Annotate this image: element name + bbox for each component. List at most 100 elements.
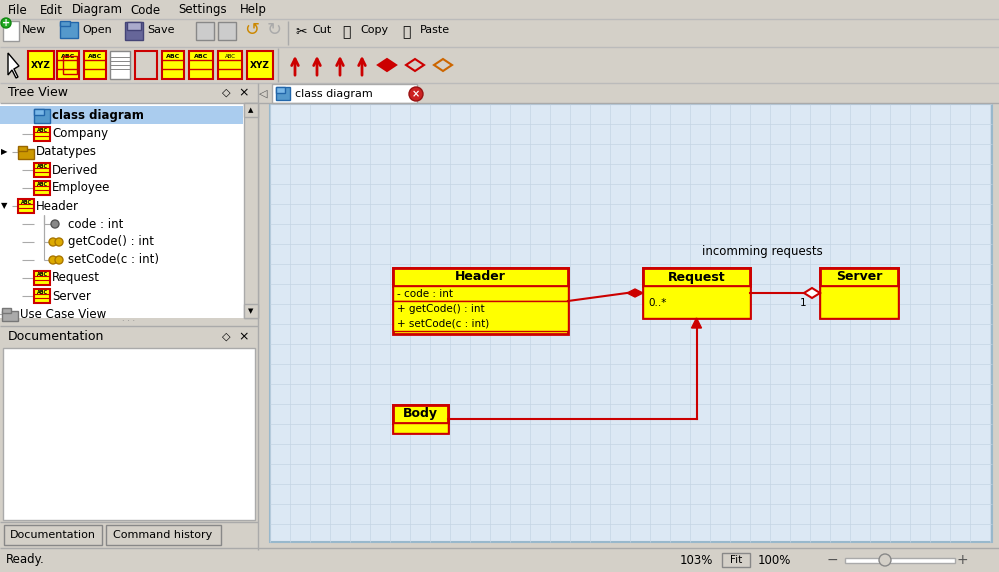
Bar — [244, 103, 258, 318]
Circle shape — [1, 18, 11, 28]
Text: Body: Body — [403, 407, 438, 420]
Text: Header: Header — [456, 271, 505, 284]
Text: Diagram: Diagram — [72, 3, 123, 17]
Bar — [643, 268, 750, 318]
Bar — [272, 84, 417, 103]
Text: Request: Request — [52, 272, 100, 284]
Text: incomming requests: incomming requests — [701, 245, 822, 259]
Bar — [196, 22, 214, 40]
Text: Code: Code — [130, 3, 160, 17]
Text: ABC: ABC — [194, 54, 208, 58]
Bar — [276, 87, 285, 93]
Bar — [820, 268, 898, 286]
Bar — [34, 289, 50, 303]
Text: ABC: ABC — [88, 54, 102, 58]
Bar — [722, 553, 750, 567]
Text: ⧉: ⧉ — [342, 25, 351, 39]
Bar — [0, 106, 243, 124]
Text: Derived: Derived — [52, 164, 99, 177]
Text: + getCode() : int: + getCode() : int — [397, 304, 485, 314]
Text: ▼: ▼ — [1, 201, 7, 210]
Bar — [393, 423, 448, 433]
Text: ◇: ◇ — [222, 88, 231, 98]
Bar — [60, 21, 70, 26]
Text: ↻: ↻ — [267, 21, 282, 39]
Text: ABC: ABC — [21, 200, 32, 205]
Bar — [340, 24, 356, 40]
Bar — [127, 22, 141, 30]
Bar — [57, 51, 79, 79]
Bar — [0, 83, 258, 550]
Bar — [0, 47, 999, 83]
Bar — [643, 286, 750, 318]
Bar — [293, 24, 309, 40]
Text: ✂: ✂ — [295, 25, 307, 39]
Bar — [244, 103, 258, 117]
Text: Ready.: Ready. — [6, 554, 45, 566]
Bar — [4, 525, 102, 545]
Text: setCode(c : int): setCode(c : int) — [68, 253, 159, 267]
Bar — [34, 109, 44, 115]
Text: class diagram: class diagram — [295, 89, 373, 99]
Bar — [393, 286, 568, 301]
Text: +: + — [956, 553, 968, 567]
Polygon shape — [627, 289, 643, 297]
Text: −: − — [826, 553, 838, 567]
Text: ▼: ▼ — [249, 308, 254, 314]
Bar — [270, 104, 992, 542]
Text: ABC: ABC — [166, 54, 180, 58]
Bar — [18, 199, 34, 213]
Bar — [3, 348, 255, 520]
Bar — [34, 127, 50, 141]
Bar — [0, 19, 999, 47]
Text: 100%: 100% — [758, 554, 791, 566]
Text: Settings: Settings — [178, 3, 227, 17]
Bar — [18, 149, 34, 159]
Text: Employee: Employee — [52, 181, 110, 194]
Text: ABC: ABC — [37, 289, 48, 295]
Bar — [110, 51, 130, 79]
Bar — [393, 301, 568, 331]
Text: New: New — [22, 25, 46, 35]
Bar — [820, 268, 898, 318]
Circle shape — [51, 220, 59, 228]
Text: ABC: ABC — [37, 181, 48, 186]
Bar — [34, 109, 50, 123]
Text: 1: 1 — [800, 298, 806, 308]
Bar — [0, 548, 999, 572]
Bar — [393, 405, 448, 423]
Bar — [0, 0, 999, 19]
Bar — [0, 103, 244, 318]
Bar — [400, 24, 416, 40]
Circle shape — [55, 256, 63, 264]
Circle shape — [879, 554, 891, 566]
Bar — [393, 405, 448, 433]
Text: Datatypes: Datatypes — [36, 145, 97, 158]
Text: Edit: Edit — [40, 3, 63, 17]
Text: ▶: ▶ — [1, 148, 7, 157]
Text: · · ·: · · · — [123, 317, 136, 327]
Text: ◇: ◇ — [222, 332, 231, 342]
Text: ↺: ↺ — [245, 21, 260, 39]
Bar — [2, 311, 18, 321]
Polygon shape — [8, 53, 19, 78]
Text: ▲: ▲ — [249, 107, 254, 113]
Text: File: File — [8, 3, 28, 17]
Bar — [106, 525, 221, 545]
Bar — [34, 271, 50, 285]
Text: Help: Help — [240, 3, 267, 17]
Polygon shape — [378, 59, 396, 71]
Text: ×: × — [238, 86, 249, 100]
Text: 0..*: 0..* — [648, 298, 666, 308]
Text: XYZ: XYZ — [31, 61, 51, 70]
Circle shape — [409, 87, 423, 101]
Bar — [3, 21, 19, 41]
Bar — [125, 22, 143, 40]
Bar — [0, 522, 258, 548]
Bar — [845, 558, 955, 563]
Text: ABC: ABC — [225, 54, 236, 58]
Bar — [244, 304, 258, 318]
Bar — [247, 51, 273, 79]
Text: ABC: ABC — [37, 164, 48, 169]
Text: Save: Save — [147, 25, 175, 35]
